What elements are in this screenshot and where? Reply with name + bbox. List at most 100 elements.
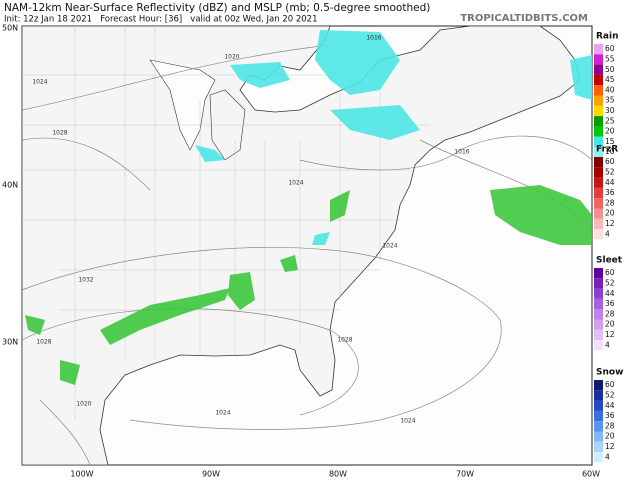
legend-swatch bbox=[594, 340, 603, 351]
legend-swatch bbox=[594, 177, 603, 188]
legend-title: Sleet bbox=[596, 256, 623, 266]
legend-swatch bbox=[594, 421, 603, 432]
legend-swatch bbox=[594, 208, 603, 219]
legend-swatch bbox=[594, 380, 603, 391]
legend-swatch bbox=[594, 64, 603, 75]
lon-label: 70W bbox=[456, 470, 474, 479]
legend-swatch bbox=[594, 278, 603, 289]
legend-tick: 60 bbox=[605, 268, 615, 277]
legend-swatch bbox=[594, 105, 603, 117]
isobar-label: 1028 bbox=[337, 337, 352, 344]
legend-swatch bbox=[594, 410, 603, 422]
legend-tick: 12 bbox=[605, 330, 615, 339]
legend-swatch bbox=[594, 431, 603, 442]
legend-tick: 28 bbox=[605, 309, 615, 318]
lon-label: 60W bbox=[582, 470, 600, 479]
legend-tick: 10 bbox=[605, 147, 615, 156]
legend-swatch bbox=[594, 268, 603, 279]
legend-tick: 52 bbox=[605, 167, 615, 176]
legend-tick: 36 bbox=[605, 411, 615, 420]
legend-swatch bbox=[594, 319, 603, 330]
title: NAM-12km Near-Surface Reflectivity (dBZ)… bbox=[4, 2, 430, 14]
legend-tick: 45 bbox=[605, 75, 615, 84]
legend-swatch bbox=[594, 229, 603, 240]
legend-swatch bbox=[594, 147, 603, 158]
legend-tick: 36 bbox=[605, 188, 615, 197]
legend-tick: 36 bbox=[605, 299, 615, 308]
legend-tick: 52 bbox=[605, 278, 615, 287]
legend-tick: 4 bbox=[605, 229, 610, 238]
legend-tick: 30 bbox=[605, 106, 615, 115]
legend-swatch bbox=[594, 452, 603, 463]
isobar-label: 1024 bbox=[400, 418, 415, 425]
isobar-label: 1016 bbox=[454, 149, 469, 156]
legend-swatch bbox=[594, 136, 603, 147]
legend-tick: 35 bbox=[605, 96, 615, 105]
lat-label: 40N bbox=[2, 181, 18, 190]
legend-swatch bbox=[594, 298, 603, 310]
legend-tick: 44 bbox=[605, 178, 615, 187]
legend-swatch bbox=[594, 218, 603, 230]
lon-label: 90W bbox=[202, 470, 220, 479]
legend-tick: 20 bbox=[605, 127, 615, 136]
isobar-label: 1016 bbox=[366, 35, 381, 42]
legend-tick: 44 bbox=[605, 401, 615, 410]
legend-swatch bbox=[594, 187, 603, 199]
legend-swatch bbox=[594, 400, 603, 411]
legend-title: Snow bbox=[596, 368, 623, 378]
legend-tick: 60 bbox=[605, 157, 615, 166]
isobar-label: 1032 bbox=[78, 277, 93, 284]
legend-tick: 55 bbox=[605, 54, 615, 63]
legend-swatch bbox=[594, 329, 603, 341]
legend-tick: 20 bbox=[605, 432, 615, 441]
isobar-label: 1020 bbox=[76, 401, 91, 408]
legend-swatch bbox=[594, 85, 603, 96]
legend-tick: 40 bbox=[605, 85, 615, 94]
legend-swatch bbox=[594, 95, 603, 106]
isobar-label: 1024 bbox=[382, 243, 397, 250]
map-frame bbox=[21, 25, 593, 466]
lat-label: 30N bbox=[2, 338, 18, 347]
isobar-label: 1024 bbox=[215, 410, 230, 417]
legend-swatch bbox=[594, 390, 603, 401]
legend-tick: 12 bbox=[605, 219, 615, 228]
legend-tick: 4 bbox=[605, 452, 610, 461]
legend-tick: 15 bbox=[605, 137, 615, 146]
legend-tick: 4 bbox=[605, 340, 610, 349]
credit: TROPICALTIDBITS.COM bbox=[460, 13, 588, 24]
isobar-label: 1024 bbox=[32, 79, 47, 86]
legend-swatch bbox=[594, 44, 603, 55]
legend-tick: 20 bbox=[605, 209, 615, 218]
legend-tick: 44 bbox=[605, 289, 615, 298]
legend-tick: 60 bbox=[605, 44, 615, 53]
legend-swatch bbox=[594, 74, 603, 86]
isobar-label: 1024 bbox=[288, 180, 303, 187]
lon-label: 100W bbox=[70, 470, 93, 479]
legend-swatch bbox=[594, 309, 603, 320]
legend-tick: 28 bbox=[605, 421, 615, 430]
legend-swatch bbox=[594, 167, 603, 178]
isobar-label: 1028 bbox=[52, 130, 67, 137]
legend-tick: 28 bbox=[605, 198, 615, 207]
legend-tick: 52 bbox=[605, 390, 615, 399]
legend-tick: 50 bbox=[605, 65, 615, 74]
legend-swatch bbox=[594, 54, 603, 65]
legend-swatch bbox=[594, 288, 603, 299]
lat-label: 50N bbox=[2, 24, 18, 33]
legend-title: Rain bbox=[596, 32, 619, 42]
legend-swatch bbox=[594, 157, 603, 168]
legend-swatch bbox=[594, 116, 603, 127]
legend-tick: 20 bbox=[605, 320, 615, 329]
lon-label: 80W bbox=[329, 470, 347, 479]
isobar-label: 1020 bbox=[224, 54, 239, 61]
legend-tick: 12 bbox=[605, 442, 615, 451]
subtitle: Init: 12z Jan 18 2021 Forecast Hour: [36… bbox=[4, 15, 317, 25]
legend-swatch bbox=[594, 198, 603, 209]
legend-tick: 60 bbox=[605, 380, 615, 389]
legend-swatch bbox=[594, 126, 603, 137]
